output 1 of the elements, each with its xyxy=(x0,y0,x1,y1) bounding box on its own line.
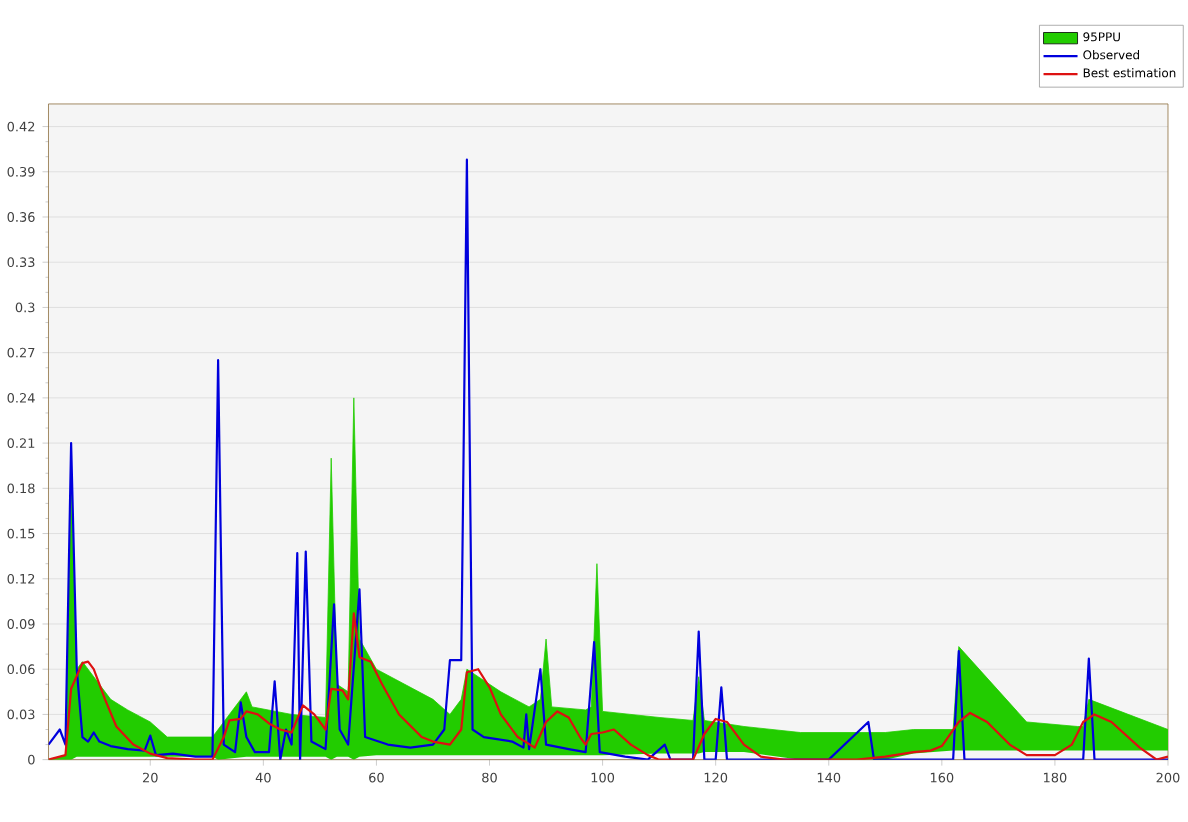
line-series xyxy=(48,612,1168,760)
